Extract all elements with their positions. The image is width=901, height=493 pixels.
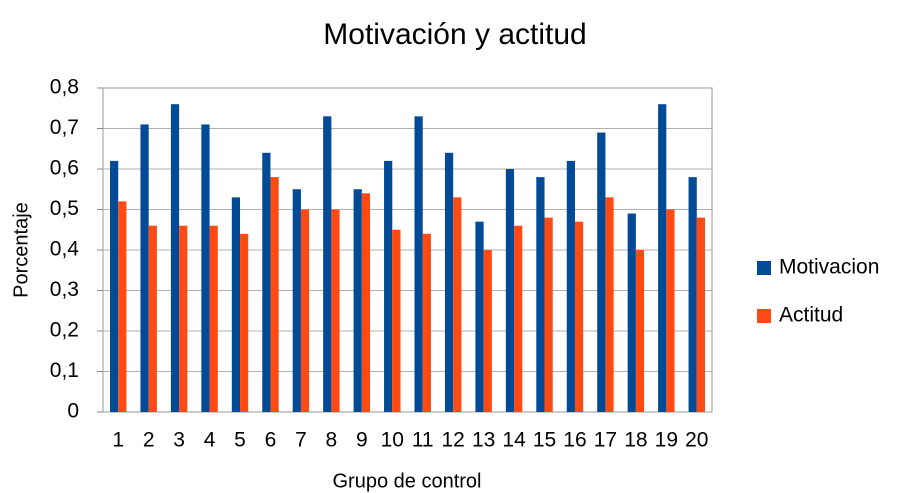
bar bbox=[597, 132, 606, 413]
y-tick-label: 0,2 bbox=[50, 319, 79, 342]
legend-swatch bbox=[757, 261, 771, 275]
bar bbox=[262, 152, 271, 413]
x-tick-label: 9 bbox=[356, 429, 368, 452]
bar bbox=[666, 209, 675, 412]
y-tick-label: 0,3 bbox=[50, 278, 79, 301]
x-tick-label: 6 bbox=[265, 429, 277, 452]
bar bbox=[148, 225, 157, 412]
x-axis-label: Grupo de control bbox=[333, 470, 482, 492]
y-tick-label: 0,1 bbox=[50, 359, 79, 382]
bar bbox=[605, 197, 614, 412]
bar bbox=[140, 124, 149, 412]
bar bbox=[118, 201, 127, 412]
y-tick-label: 0,7 bbox=[50, 116, 79, 139]
legend-label: Actitud bbox=[779, 304, 843, 327]
bar bbox=[696, 217, 705, 412]
bar bbox=[170, 104, 180, 412]
y-axis-label: Porcentaje bbox=[10, 202, 32, 298]
legend-label: Motivacion bbox=[779, 256, 879, 279]
x-tick-label: 2 bbox=[143, 429, 155, 452]
bar bbox=[179, 225, 188, 412]
bar bbox=[353, 189, 362, 412]
x-tick-label: 13 bbox=[472, 429, 495, 452]
bar bbox=[544, 217, 553, 412]
bar bbox=[323, 116, 332, 412]
bar bbox=[627, 213, 636, 412]
bar bbox=[414, 116, 423, 412]
x-tick-label: 8 bbox=[326, 429, 338, 452]
x-tick-label: 16 bbox=[563, 429, 586, 452]
bar bbox=[505, 169, 515, 412]
bar bbox=[475, 221, 484, 412]
bar bbox=[300, 209, 310, 412]
bar bbox=[453, 197, 462, 412]
bar bbox=[483, 250, 492, 412]
x-tick-label: 10 bbox=[381, 429, 404, 452]
y-tick-label: 0,5 bbox=[50, 197, 79, 220]
bar bbox=[566, 160, 575, 412]
bar bbox=[635, 250, 645, 412]
bar bbox=[384, 160, 393, 412]
x-tick-label: 7 bbox=[295, 429, 307, 452]
x-tick-label: 1 bbox=[112, 429, 124, 452]
x-tick-label: 18 bbox=[624, 429, 647, 452]
bar bbox=[514, 225, 523, 412]
y-tick-label: 0,8 bbox=[50, 76, 79, 99]
bar bbox=[292, 189, 301, 412]
x-tick-label: 15 bbox=[533, 429, 556, 452]
bar bbox=[201, 124, 210, 412]
x-tick-label: 14 bbox=[502, 429, 526, 452]
x-tick-label: 12 bbox=[441, 429, 464, 452]
bar bbox=[574, 221, 584, 412]
bar bbox=[688, 177, 697, 412]
x-tick-label: 20 bbox=[685, 429, 708, 452]
x-tick-label: 4 bbox=[204, 429, 216, 452]
x-tick-label: 17 bbox=[594, 429, 617, 452]
plot-border bbox=[102, 87, 713, 413]
bar bbox=[444, 152, 454, 413]
y-tick-label: 0 bbox=[67, 400, 79, 423]
y-tick-label: 0,4 bbox=[50, 238, 80, 261]
bar bbox=[331, 209, 340, 412]
x-tick-label: 19 bbox=[655, 429, 678, 452]
bar bbox=[270, 177, 279, 412]
bar bbox=[658, 104, 667, 412]
x-tick-label: 5 bbox=[234, 429, 246, 452]
bar bbox=[392, 229, 401, 412]
bar bbox=[231, 197, 241, 412]
bar bbox=[536, 177, 545, 412]
bar bbox=[240, 233, 249, 412]
y-tick-label: 0,6 bbox=[50, 157, 79, 180]
bar bbox=[209, 225, 218, 412]
bar bbox=[361, 193, 371, 412]
legend-swatch bbox=[757, 309, 771, 323]
bar bbox=[110, 160, 119, 412]
x-tick-label: 3 bbox=[173, 429, 185, 452]
bar bbox=[422, 233, 431, 412]
chart-title: Motivación y actitud bbox=[323, 18, 586, 51]
x-tick-label: 11 bbox=[412, 429, 434, 452]
